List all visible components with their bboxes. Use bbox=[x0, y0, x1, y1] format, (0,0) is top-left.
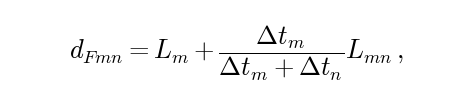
Text: $\it{d}_{\it{Fmn}} = \it{L}_{\it{m}} + \dfrac{\Delta \it{t}_{\it{m}}}{\Delta \it: $\it{d}_{\it{Fmn}} = \it{L}_{\it{m}} + \… bbox=[68, 23, 404, 83]
